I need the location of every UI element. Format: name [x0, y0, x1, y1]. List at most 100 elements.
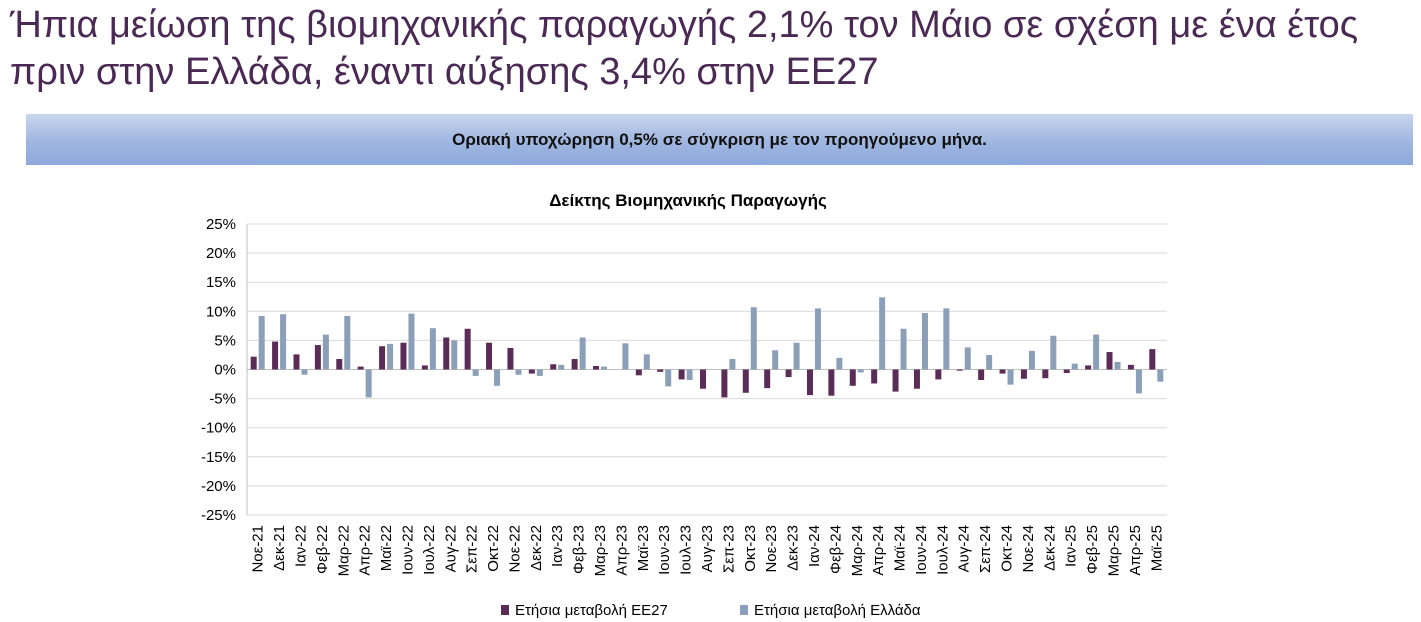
x-tick-label: Ιαν-22	[292, 525, 309, 567]
x-tick-label: Φεβ-25	[1084, 525, 1101, 574]
bar-eu27	[528, 369, 535, 374]
bar-greece	[793, 342, 800, 370]
x-tick-label: Μαϊ-22	[378, 525, 395, 571]
banner-text: Οριακή υποχώρηση 0,5% σε σύγκριση με τον…	[452, 129, 987, 149]
bar-greece	[879, 297, 886, 370]
bar-eu27	[571, 359, 578, 370]
headline: Ήπια μείωση της βιομηχανικής παραγωγής 2…	[10, 4, 1359, 93]
x-tick-label: Σεπ-22	[464, 525, 481, 573]
bar-eu27	[721, 369, 728, 398]
bar-eu27	[293, 354, 300, 370]
bar-greece	[643, 354, 650, 370]
y-tick-label: 15%	[206, 274, 236, 291]
bar-greece	[1050, 335, 1057, 370]
bar-greece	[258, 315, 265, 370]
bar-eu27	[421, 365, 428, 370]
x-axis-ticks: Νοε-21 Δεκ-21 Ιαν-22 Φεβ-22 Μαρ-22 Απρ-22 Μαϊ-…	[250, 525, 1166, 576]
x-tick-label: Φεβ-23	[571, 525, 588, 574]
bar-greece	[921, 313, 928, 370]
bar-eu27	[657, 369, 664, 372]
x-tick-label: Ιουλ-24	[934, 525, 951, 575]
bar-eu27	[443, 337, 450, 370]
y-tick-label: -5%	[209, 391, 236, 408]
y-tick-label: 25%	[206, 216, 236, 233]
x-tick-label: Δεκ-24	[1041, 525, 1058, 571]
bar-greece	[451, 340, 458, 370]
bar-eu27	[1149, 349, 1156, 370]
bar-greece	[1071, 363, 1078, 370]
y-tick-label: 10%	[206, 303, 236, 320]
x-tick-label: Μαϊ-23	[635, 525, 652, 571]
bar-eu27	[785, 369, 792, 378]
bar-greece	[814, 308, 821, 370]
x-tick-label: Νοε-23	[763, 525, 780, 573]
x-tick-label: Σεπ-23	[720, 525, 737, 573]
x-tick-label: Δεκ-21	[271, 525, 288, 571]
chart-title: Δείκτης Βιομηχανικής Παραγωγής	[549, 191, 827, 210]
bar-eu27	[1020, 369, 1027, 379]
x-tick-label: Οκτ-23	[742, 525, 759, 572]
x-tick-label: Μαρ-22	[335, 525, 352, 576]
bar-greece	[408, 313, 415, 370]
y-tick-label: 0%	[214, 362, 236, 379]
x-tick-label: Φεβ-24	[827, 525, 844, 574]
bar-greece	[750, 307, 757, 370]
bar-eu27	[892, 369, 899, 392]
y-tick-label: -10%	[201, 420, 236, 437]
bar-greece	[857, 369, 864, 373]
bar-eu27	[935, 369, 942, 380]
x-tick-label: Μαρ-24	[849, 525, 866, 576]
bar-eu27	[357, 366, 364, 370]
bar-greece	[579, 337, 586, 370]
y-tick-label: -15%	[201, 449, 236, 466]
bar-eu27	[806, 369, 813, 396]
y-tick-label: -25%	[201, 507, 236, 524]
bar-greece	[772, 350, 779, 370]
x-tick-label: Απρ-22	[357, 525, 374, 576]
bar-eu27	[1085, 365, 1092, 370]
bar-greece	[387, 343, 394, 370]
bar-greece	[301, 369, 308, 375]
bar-greece	[686, 369, 693, 380]
bar-greece	[472, 369, 479, 376]
x-tick-label: Μαϊ-25	[1148, 525, 1165, 571]
x-tick-label: Ιουλ-22	[421, 525, 438, 575]
bar-greece	[365, 369, 372, 398]
legend-label: Ετήσια μεταβολή Ελλάδα	[754, 602, 921, 619]
bar-greece	[1114, 361, 1121, 370]
bar-greece	[622, 343, 629, 370]
bar-eu27	[1063, 369, 1070, 373]
bar-greece	[429, 328, 436, 370]
x-tick-label: Νοε-24	[1020, 525, 1037, 573]
bar-eu27	[400, 342, 407, 370]
bar-eu27	[314, 345, 321, 370]
bar-eu27	[635, 369, 642, 376]
bar-eu27	[336, 359, 343, 370]
bar-greece	[836, 357, 843, 370]
bar-greece	[322, 334, 329, 370]
bar-eu27	[999, 369, 1006, 374]
bar-eu27	[486, 342, 493, 370]
bar-eu27	[849, 369, 856, 386]
x-tick-label: Μαρ-25	[1106, 525, 1123, 576]
bar-greece	[1028, 350, 1035, 370]
bar-greece	[665, 369, 672, 387]
x-tick-label: Φεβ-22	[314, 525, 331, 574]
bar-eu27	[764, 369, 771, 389]
x-tick-label: Ιαν-24	[806, 525, 823, 567]
legend-swatch	[501, 605, 509, 615]
bar-greece	[280, 314, 287, 370]
bar-eu27	[871, 369, 878, 384]
x-tick-label: Απρ-25	[1127, 525, 1144, 576]
x-tick-label: Σεπ-24	[977, 525, 994, 573]
x-tick-label: Μαρ-23	[592, 525, 609, 576]
bar-eu27	[828, 369, 835, 396]
bar-greece	[1135, 369, 1142, 394]
bar-eu27	[742, 369, 749, 393]
grid-lines	[246, 223, 1167, 516]
x-tick-label: Απρ-23	[613, 525, 630, 576]
x-tick-label: Οκτ-24	[999, 525, 1016, 572]
legend: Ετήσια μεταβολή ΕΕ27 Ετήσια μεταβολή Ελλά…	[501, 602, 921, 619]
x-tick-label: Ιαν-25	[1063, 525, 1080, 567]
x-tick-label: Αυγ-22	[442, 525, 459, 572]
